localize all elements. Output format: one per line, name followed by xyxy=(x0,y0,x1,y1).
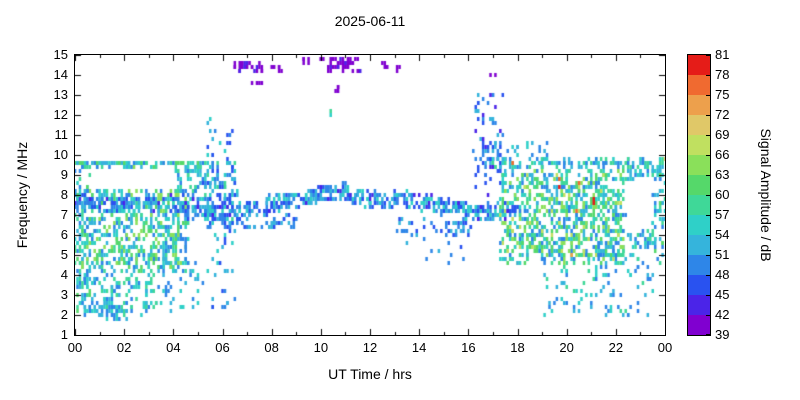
colorbar-tickmark xyxy=(706,295,710,296)
colorbar-tick-label: 60 xyxy=(715,187,730,202)
colorbar-gradient xyxy=(688,55,710,335)
heatmap-canvas xyxy=(75,55,665,335)
y-tick-label: 8 xyxy=(60,187,68,202)
colorbar-tick-label: 45 xyxy=(715,287,730,302)
y-tick-label: 2 xyxy=(60,307,68,322)
colorbar-tick-label: 42 xyxy=(715,307,730,322)
colorbar-tick-label: 78 xyxy=(715,67,730,82)
y-tick-label: 10 xyxy=(53,147,68,162)
colorbar-tick-label: 51 xyxy=(715,247,730,262)
colorbar-tickmark xyxy=(706,315,710,316)
colorbar-tickmark xyxy=(706,155,710,156)
colorbar xyxy=(687,54,711,336)
colorbar-tickmark xyxy=(706,135,710,136)
colorbar-tickmark xyxy=(706,195,710,196)
y-tick-label: 12 xyxy=(53,107,68,122)
x-tick-label: 14 xyxy=(411,340,427,355)
plot-area xyxy=(74,54,666,336)
colorbar-label: Signal Amplitude / dB xyxy=(758,128,774,262)
colorbar-tick-label: 81 xyxy=(715,47,730,62)
y-tick-label: 11 xyxy=(54,127,69,142)
y-tick-label: 6 xyxy=(60,227,68,242)
x-tick-label: 16 xyxy=(461,340,476,355)
colorbar-tick-label: 66 xyxy=(715,147,730,162)
colorbar-tick-label: 39 xyxy=(715,327,730,342)
x-tick-label: 02 xyxy=(116,340,132,355)
x-tick-label: 06 xyxy=(215,340,230,355)
colorbar-tickmark xyxy=(706,175,710,176)
colorbar-tick-label: 57 xyxy=(715,207,730,222)
x-tick-label: 22 xyxy=(608,340,624,355)
colorbar-tickmark xyxy=(706,235,710,236)
y-tick-label: 13 xyxy=(53,87,68,102)
colorbar-tickmark xyxy=(706,115,710,116)
colorbar-tickmark xyxy=(706,334,710,335)
colorbar-tick-label: 63 xyxy=(715,167,730,182)
x-tick-label: 20 xyxy=(559,340,574,355)
colorbar-tickmark xyxy=(706,55,710,56)
colorbar-tick-label: 69 xyxy=(715,127,730,142)
colorbar-tick-label: 72 xyxy=(715,107,730,122)
colorbar-tickmark xyxy=(706,95,710,96)
y-tick-label: 3 xyxy=(60,287,68,302)
y-axis-label: Frequency / MHz xyxy=(14,141,30,249)
colorbar-tickmark xyxy=(706,255,710,256)
y-tick-label: 5 xyxy=(60,247,68,262)
x-tick-label: 00 xyxy=(67,340,83,355)
x-axis-label: UT Time / hrs xyxy=(328,366,412,382)
y-tick-label: 9 xyxy=(60,167,68,182)
y-tick-label: 14 xyxy=(53,67,68,82)
x-tick-label: 10 xyxy=(313,340,329,355)
y-tick-label: 1 xyxy=(60,327,68,342)
x-tick-label: 18 xyxy=(510,340,525,355)
x-tick-label: 08 xyxy=(264,340,279,355)
colorbar-tick-label: 75 xyxy=(715,87,730,102)
colorbar-tickmark xyxy=(706,275,710,276)
y-tick-label: 7 xyxy=(60,207,68,222)
x-tick-label: 04 xyxy=(166,340,181,355)
colorbar-tickmark xyxy=(706,215,710,216)
y-tick-label: 4 xyxy=(60,267,68,282)
chart-title: 2025-06-11 xyxy=(334,13,406,29)
x-tick-label: 12 xyxy=(362,340,378,355)
colorbar-tickmark xyxy=(706,75,710,76)
y-tick-label: 15 xyxy=(53,47,68,62)
x-tick-label: 00 xyxy=(657,340,673,355)
colorbar-tick-label: 48 xyxy=(715,267,730,282)
colorbar-tick-label: 54 xyxy=(715,227,730,242)
